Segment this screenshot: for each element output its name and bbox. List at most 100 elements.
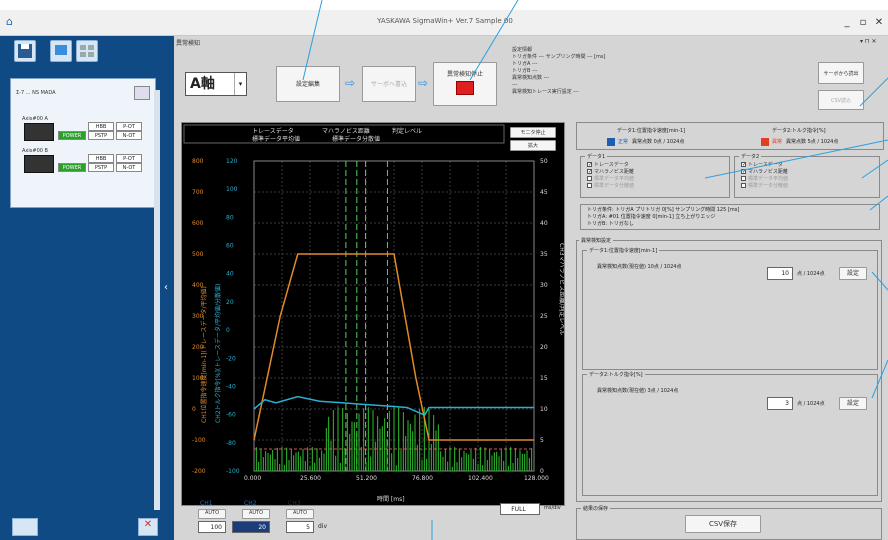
x-axis-label: 時間 [ms] — [377, 495, 405, 503]
edit-settings-button[interactable]: 設定編集 — [276, 66, 340, 102]
write-servo-button[interactable]: サーボへ書込 — [362, 66, 416, 102]
time-scale-select[interactable]: FULL — [500, 503, 540, 515]
ch3-auto-button[interactable]: AUTO — [286, 509, 314, 519]
y2-tick-label: 100 — [226, 186, 238, 193]
sub2-unit: 点 / 1024点 — [797, 401, 825, 407]
read-from-servo-button[interactable]: サーボから読出 — [818, 62, 864, 84]
y1-tick-label: -200 — [192, 468, 206, 475]
y3-tick-label: 45 — [540, 189, 548, 196]
y-axis-label-left: CH1位置指令速度[min-1](トレースデータ/平均値) — [200, 286, 208, 423]
servo-pack-b-icon — [24, 155, 54, 173]
checkbox-item[interactable]: 標準データ分散値 — [587, 183, 634, 190]
save-icon[interactable] — [14, 40, 36, 62]
y2-tick-label: 80 — [226, 214, 234, 221]
sub2-count-input[interactable]: 3 — [767, 397, 793, 410]
sub2-group: データ2:トルク指令[%] 異常検知点数(現在値) 3点 / 1024点 3 点… — [582, 371, 878, 496]
remove-device-icon[interactable]: ✕ — [138, 518, 158, 536]
collapse-chevron-icon[interactable]: ‹ — [164, 282, 168, 293]
home-icon[interactable]: ⌂ — [6, 15, 13, 28]
stop-detection-button[interactable]: 異常検知停止 — [433, 62, 497, 106]
series-line — [253, 395, 534, 417]
sub1-set-button[interactable]: 設定 — [839, 267, 867, 280]
online-icon[interactable] — [50, 40, 72, 62]
monitor-stop-button[interactable]: モニタ停止 — [510, 127, 556, 138]
arrow-right-icon-2: ⇨ — [418, 76, 429, 90]
sub2-set-button[interactable]: 設定 — [839, 397, 867, 410]
x-tick-label: 128.000 — [524, 475, 549, 482]
pane-controls[interactable]: ▾ ⊓ ✕ — [860, 38, 877, 45]
axis-a-label: Axis#00 A — [22, 116, 48, 122]
chart-svg: トレースデータ マハラノビス距離 判定レベル 標準データ平均値 標準データ分散値… — [183, 124, 566, 503]
sub1-title: データ1:位置指令速度[min-1] — [587, 247, 660, 254]
checkbox-box[interactable] — [741, 176, 746, 181]
window-title: YASKAWA SigmaWin+ Ver.7 Sample 00 — [377, 17, 513, 25]
close-button[interactable]: ✕ — [874, 17, 884, 28]
ch2-auto-button[interactable]: AUTO — [242, 509, 270, 519]
legend-trace: トレースデータ — [252, 127, 294, 135]
sidebar-scrollbar[interactable] — [154, 90, 160, 510]
ch1-label: CH1 — [200, 500, 213, 507]
plot-group: 0.000 25.600 51.200 76.800 102.400 128.000 -20… — [192, 158, 566, 482]
checkbox-box[interactable] — [587, 176, 592, 181]
y1-tick-label: 0 — [192, 406, 196, 413]
checkbox-box[interactable] — [587, 183, 592, 188]
ch3-scale-select[interactable]: 5 — [286, 521, 314, 533]
legend-box — [183, 124, 505, 144]
device-settings-icon[interactable] — [134, 86, 150, 100]
csv-save-button[interactable]: CSV保存 — [685, 515, 761, 533]
sub1-count-input[interactable]: 10 — [767, 267, 793, 280]
y2-tick-label: -100 — [226, 468, 240, 475]
axis-b-label: Axis#00 B — [22, 148, 48, 154]
ch1-auto-button[interactable]: AUTO — [198, 509, 226, 519]
csv-read-button[interactable]: CSV読込 — [818, 90, 864, 110]
checkbox-item[interactable]: ✓ マハラノビス距離 — [587, 169, 634, 176]
checkbox-box[interactable]: ✓ — [587, 162, 593, 168]
checkbox-item[interactable]: 標準データ平均値 — [741, 176, 788, 183]
x-tick-label: 51.200 — [356, 475, 377, 482]
y3-tick-label: 0 — [540, 468, 544, 475]
collapse-bar[interactable] — [162, 36, 174, 540]
chevron-down-icon[interactable]: ▾ — [234, 73, 246, 95]
power-b: POWER — [58, 163, 86, 172]
callout-line — [871, 271, 888, 291]
sub2-row: 異常検知点数(現在値) 3点 / 1024点 — [597, 388, 679, 394]
data1-group: データ1 ✓ トレースデータ ✓ マハラノビス距離 標準データ平均値 標準データ分散値 — [580, 153, 730, 198]
checkbox-label: 標準データ分散値 — [748, 183, 789, 189]
y1-tick-label: 500 — [192, 251, 204, 258]
x-tick-label: 102.400 — [468, 475, 493, 482]
hbb-b: HBB — [88, 154, 114, 163]
trend-chart[interactable]: トレースデータ マハラノビス距離 判定レベル 標準データ平均値 標準データ分散値… — [181, 122, 566, 506]
y2-tick-label: -80 — [226, 440, 236, 447]
y2-tick-label: 0 — [226, 327, 230, 334]
maximize-button[interactable]: ▫ — [859, 17, 867, 28]
minimize-button[interactable]: _ — [844, 17, 850, 28]
y3-tick-label: 10 — [540, 406, 548, 413]
checkbox-item[interactable]: 標準データ分散値 — [741, 183, 788, 190]
y2-tick-label: -20 — [226, 355, 236, 362]
device-title: Σ-7 ... NS MADA — [16, 90, 56, 96]
checkbox-item[interactable]: 標準データ平均値 — [587, 176, 634, 183]
ch3-label: CH3 — [288, 500, 301, 507]
grid-icon[interactable] — [76, 40, 98, 62]
ch1-scale-select[interactable]: 100 — [198, 521, 226, 533]
checkbox-label: 標準データ平均値 — [748, 176, 789, 182]
zoom-button[interactable]: 拡大 — [510, 140, 556, 151]
ch2-scale-select[interactable]: 20 — [232, 521, 270, 533]
pstp-b: PSTP — [88, 163, 114, 172]
checkbox-box[interactable]: ✓ — [741, 162, 747, 168]
arrow-right-icon: ⇨ — [345, 76, 356, 90]
y1-tick-label: 700 — [192, 189, 204, 196]
axis-select[interactable]: A軸 ▾ — [185, 72, 247, 96]
y1-tick-label: 600 — [192, 220, 204, 227]
info-line4: 異常検知点数 --- — [512, 75, 550, 81]
device-panel[interactable] — [10, 78, 156, 208]
checkbox-box[interactable] — [741, 183, 746, 188]
y-axis-label-right: CH3マハラノビス距離/判定レベル — [558, 243, 564, 335]
series-line — [253, 253, 534, 441]
add-device-icon[interactable] — [12, 518, 38, 536]
y2-tick-label: 40 — [226, 271, 234, 278]
not-a: N-OT — [116, 131, 142, 140]
status1-text: 異常点数 0点 / 1024点 — [632, 139, 685, 145]
checkbox-item[interactable]: ✓ トレースデータ — [587, 162, 634, 169]
checkbox-box[interactable]: ✓ — [587, 169, 593, 175]
